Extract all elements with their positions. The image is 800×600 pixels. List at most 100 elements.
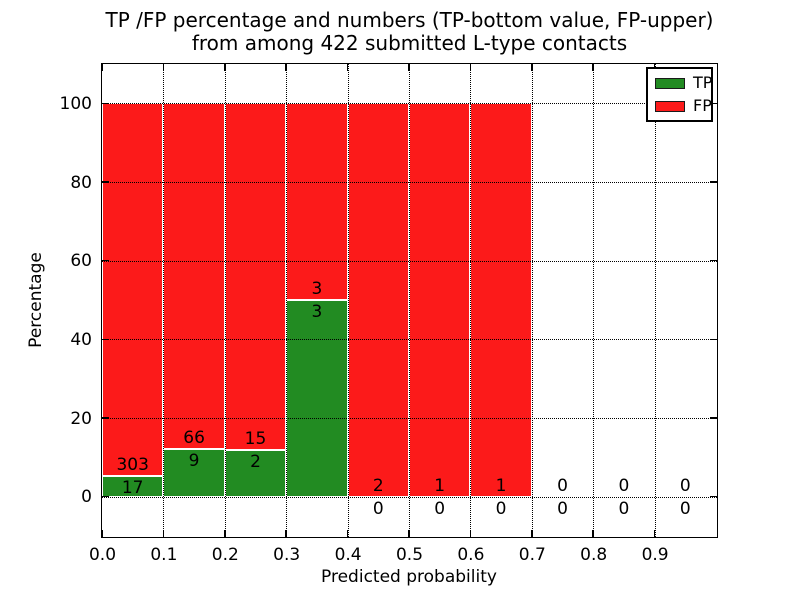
y-tick-mark-right — [710, 259, 717, 262]
tp-count-label: 0 — [557, 498, 568, 519]
x-tick-label: 0.5 — [395, 545, 424, 565]
grid-line-v — [224, 64, 226, 537]
x-tick-label: 0.7 — [518, 545, 546, 565]
fp-count-label: 2 — [372, 475, 384, 496]
x-tick-mark — [408, 530, 410, 537]
tp-count-label: 3 — [311, 302, 323, 322]
legend-item-fp: FP — [655, 98, 712, 114]
fp-count-label: 15 — [244, 429, 267, 450]
y-tick-mark-right — [710, 181, 717, 183]
y-tick-mark — [102, 417, 109, 419]
grid-line-v — [163, 64, 165, 537]
fp-count-label: 303 — [116, 454, 149, 475]
chart-title: TP /FP percentage and numbers (TP-bottom… — [101, 9, 718, 55]
grid-line-v — [409, 64, 410, 537]
x-tick-mark-top — [285, 64, 287, 71]
x-tick-mark — [346, 530, 349, 537]
y-tick-label: 80 — [70, 172, 92, 193]
x-tick-mark — [101, 530, 103, 537]
x-tick-label: 0.4 — [334, 545, 362, 565]
grid-line-v — [347, 64, 349, 537]
y-tick-label: 0 — [81, 487, 92, 508]
tp-count-label: 0 — [372, 498, 384, 519]
tp-legend-swatch — [655, 77, 685, 89]
bar-fp — [163, 103, 225, 450]
y-tick-label: 40 — [70, 329, 92, 350]
bar-fp — [224, 103, 287, 451]
grid-line-v — [470, 64, 472, 537]
y-tick-mark — [102, 259, 109, 262]
y-tick-mark — [102, 181, 109, 183]
fp-count-label: 0 — [618, 475, 630, 496]
y-tick-mark — [102, 338, 109, 341]
x-tick-label: 0.3 — [273, 545, 301, 565]
grid-line-v — [654, 64, 656, 537]
tp-legend-label: TP — [693, 73, 713, 92]
bar-fp — [409, 103, 471, 497]
plot-area: 303 17 66 9 15 2 3 3 2 0 1 0 1 0 0 0 0 0 0 0 — [101, 63, 718, 538]
x-axis-label: Predicted probability — [321, 567, 497, 587]
grid-line-v — [531, 64, 533, 537]
tp-count-label: 0 — [618, 498, 630, 519]
x-tick-mark-top — [592, 64, 594, 71]
fp-count-label: 0 — [557, 475, 568, 496]
x-tick-mark — [285, 530, 287, 537]
legend-item-tp: TP — [655, 75, 712, 91]
tp-count-label: 0 — [434, 498, 446, 519]
y-tick-mark — [102, 102, 109, 105]
y-tick-mark-right — [710, 417, 717, 419]
y-tick-label: 20 — [70, 408, 92, 429]
x-tick-mark-top — [469, 64, 472, 71]
fp-count-label: 1 — [495, 475, 507, 496]
x-tick-mark-top — [408, 64, 410, 71]
y-tick-label: 100 — [59, 93, 92, 114]
fp-count-label: 3 — [311, 279, 323, 299]
chart-title-line1: TP /FP percentage and numbers (TP-bottom… — [105, 8, 714, 32]
bar-fp — [286, 103, 348, 300]
x-tick-label: 0.0 — [88, 545, 117, 565]
tp-count-label: 0 — [495, 498, 507, 519]
x-tick-mark — [653, 530, 656, 537]
x-tick-label: 0.1 — [150, 545, 178, 565]
y-tick-mark-right — [710, 495, 717, 498]
bar-tp — [163, 449, 225, 497]
tp-count-label: 2 — [250, 452, 261, 473]
legend: TP FP — [646, 67, 713, 122]
x-tick-label: 0.9 — [641, 545, 669, 565]
x-tick-mark — [592, 530, 594, 537]
fp-legend-label: FP — [693, 96, 712, 115]
y-tick-mark — [102, 495, 109, 498]
fp-count-label: 1 — [434, 475, 446, 496]
x-tick-mark-top — [162, 64, 165, 71]
y-tick-mark-right — [710, 338, 717, 341]
x-tick-mark — [224, 530, 226, 537]
x-tick-mark — [469, 530, 472, 537]
x-tick-mark-top — [101, 64, 103, 71]
fp-count-label: 66 — [183, 428, 205, 449]
x-tick-mark — [162, 530, 165, 537]
bar-tp — [102, 475, 164, 497]
tp-count-label: 9 — [188, 451, 200, 472]
fp-legend-swatch — [655, 100, 685, 112]
chart-title-line2: from among 422 submitted L-type contacts — [191, 31, 628, 55]
x-tick-mark-top — [531, 64, 533, 71]
y-tick-mark-right — [710, 102, 717, 105]
grid-line-v — [593, 64, 595, 537]
x-tick-label: 0.2 — [211, 545, 239, 565]
bar-fp — [347, 103, 409, 497]
x-tick-label: 0.8 — [580, 545, 608, 565]
bar-fp — [470, 103, 532, 497]
fp-count-label: 0 — [679, 475, 691, 496]
bar-tp — [286, 300, 348, 497]
bar-fp — [102, 103, 164, 476]
x-tick-mark — [531, 530, 533, 537]
x-tick-mark-top — [224, 64, 226, 71]
tp-count-label: 0 — [679, 498, 691, 519]
bar-tp — [224, 450, 287, 497]
y-tick-label: 60 — [70, 251, 92, 272]
x-tick-label: 0.6 — [457, 545, 485, 565]
tp-count-label: 17 — [121, 477, 144, 498]
x-tick-mark-top — [346, 64, 349, 71]
grid-line-v — [286, 64, 288, 537]
